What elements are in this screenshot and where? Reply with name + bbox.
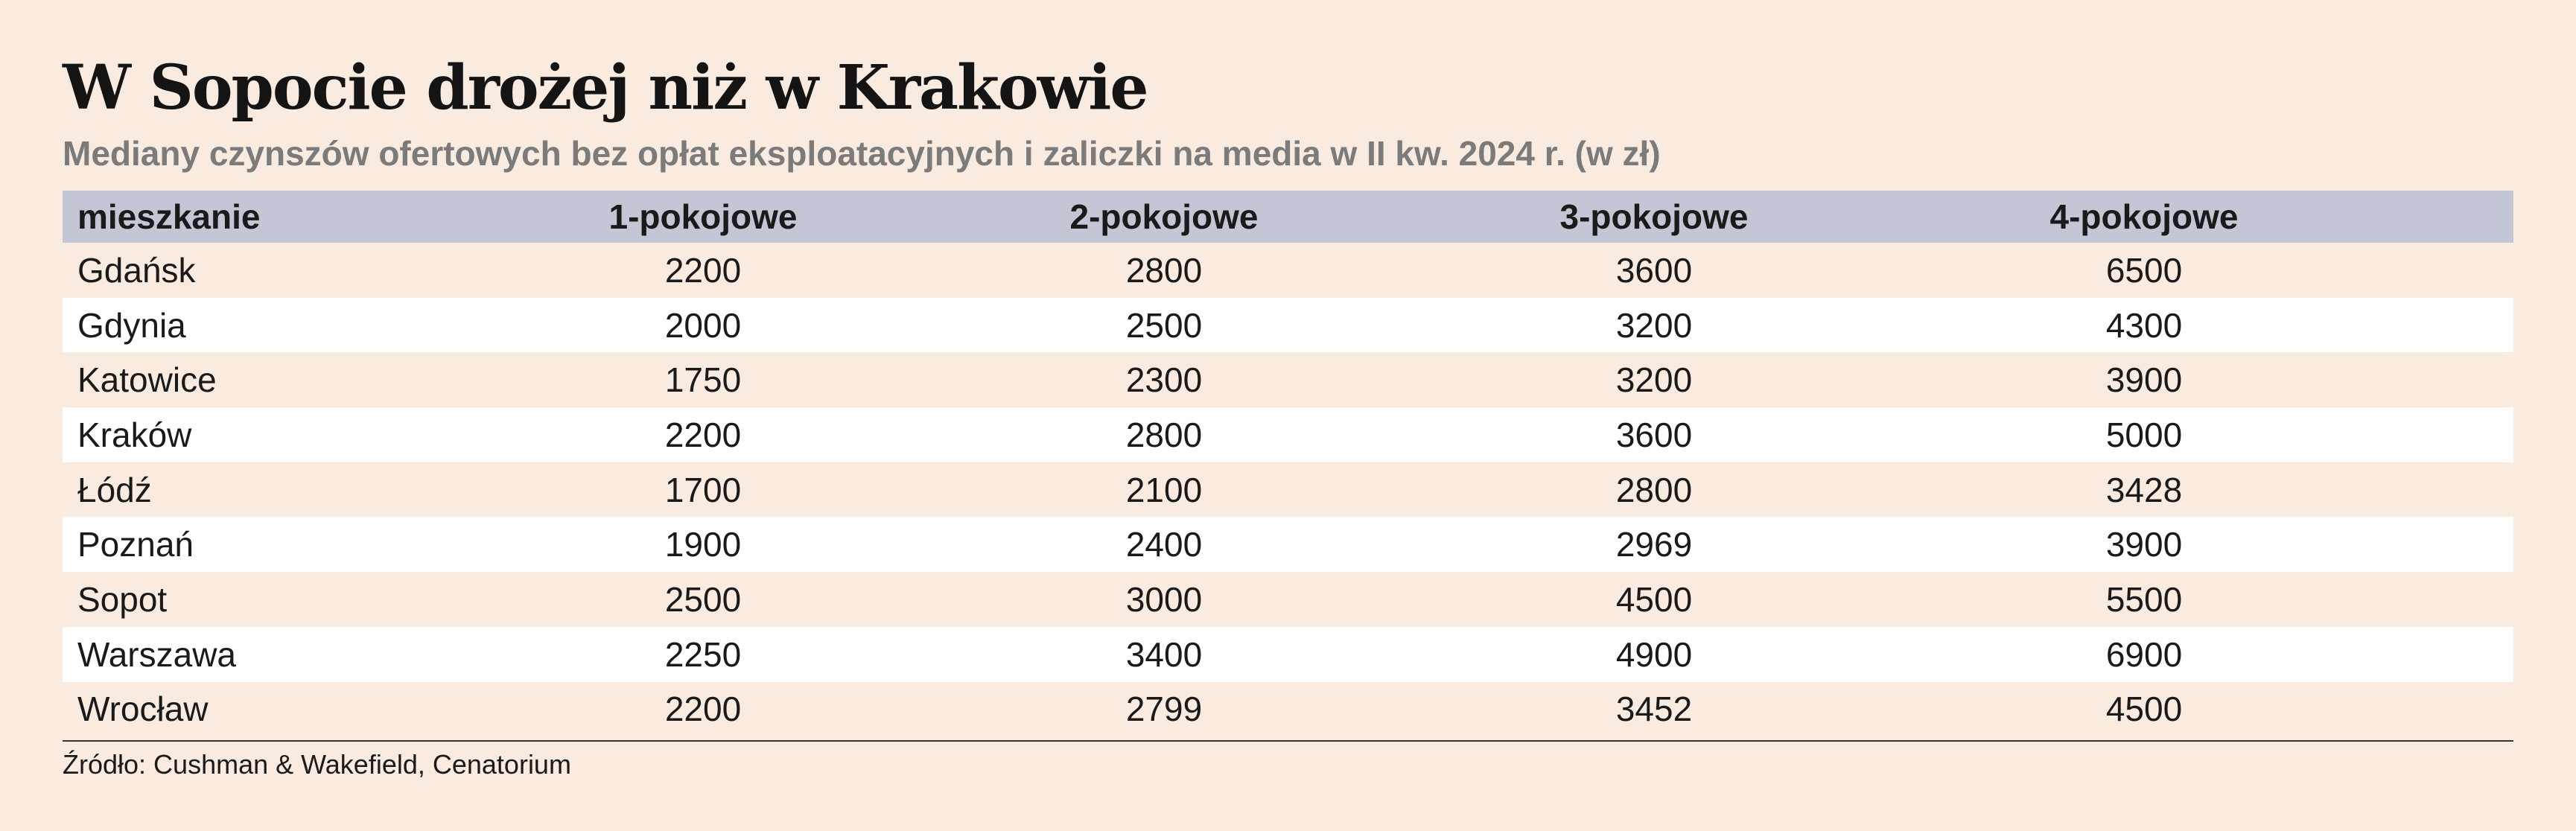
header-cell-3-pokojowe: 3-pokojowe [1559, 197, 1749, 236]
value-4-pokojowe-cell: 3428 [2105, 470, 2183, 509]
value-2-pokojowe-cell: 2300 [1125, 360, 1203, 400]
value-4-pokojowe-cell: 3900 [2105, 360, 2183, 400]
table-header-row: mieszkanie 1-pokojowe 2-pokojowe 3-pokoj… [63, 191, 2513, 243]
table-row: Gdynia 2000 2500 3200 4300 [63, 297, 2513, 353]
city-cell: Gdańsk [77, 250, 196, 290]
table-row: Sopot 2500 3000 4500 5500 [63, 572, 2513, 627]
value-4-pokojowe-cell: 4500 [2105, 690, 2183, 729]
value-2-pokojowe-cell: 2799 [1125, 690, 1203, 729]
value-1-pokojowe-cell: 2000 [664, 305, 742, 345]
value-4-pokojowe-cell: 6900 [2105, 634, 2183, 674]
table-row: Kraków 2200 2800 3600 5000 [63, 407, 2513, 462]
value-3-pokojowe-cell: 3600 [1615, 250, 1693, 290]
value-2-pokojowe-cell: 3400 [1125, 634, 1203, 674]
city-cell: Warszawa [77, 634, 236, 674]
value-3-pokojowe-cell: 3452 [1615, 690, 1693, 729]
table-bottom-rule [63, 740, 2513, 742]
table-row: Katowice 1750 2300 3200 3900 [63, 352, 2513, 408]
value-4-pokojowe-cell: 3900 [2105, 525, 2183, 564]
city-cell: Poznań [77, 525, 194, 564]
value-3-pokojowe-cell: 4500 [1615, 579, 1693, 619]
value-1-pokojowe-cell: 1700 [664, 470, 742, 509]
table-row: Łódź 1700 2100 2800 3428 [63, 462, 2513, 518]
city-cell: Wrocław [77, 690, 209, 729]
header-cell-2-pokojowe: 2-pokojowe [1069, 197, 1259, 236]
city-cell: Kraków [77, 415, 192, 454]
table-row: Warszawa 2250 3400 4900 6900 [63, 626, 2513, 682]
city-cell: Łódź [77, 470, 152, 509]
chart-subtitle: Mediany czynszów ofertowych bez opłat ek… [63, 134, 1661, 173]
city-cell: Sopot [77, 579, 168, 619]
city-cell: Katowice [77, 360, 217, 400]
value-4-pokojowe-cell: 5500 [2105, 579, 2183, 619]
rent-table: mieszkanie 1-pokojowe 2-pokojowe 3-pokoj… [63, 191, 2513, 737]
value-3-pokojowe-cell: 2800 [1615, 470, 1693, 509]
value-3-pokojowe-cell: 3200 [1615, 360, 1693, 400]
value-1-pokojowe-cell: 2200 [664, 690, 742, 729]
value-3-pokojowe-cell: 3200 [1615, 305, 1693, 345]
value-2-pokojowe-cell: 2100 [1125, 470, 1203, 509]
value-3-pokojowe-cell: 3600 [1615, 415, 1693, 454]
chart-title: W Sopocie drożej niż w Krakowie [63, 52, 1149, 124]
table-row: Poznań 1900 2400 2969 3900 [63, 517, 2513, 573]
value-1-pokojowe-cell: 1900 [664, 525, 742, 564]
value-3-pokojowe-cell: 2969 [1615, 525, 1693, 564]
source-note: Źródło: Cushman & Wakefield, Cenatorium [63, 749, 571, 780]
value-4-pokojowe-cell: 4300 [2105, 305, 2183, 345]
header-cell-4-pokojowe: 4-pokojowe [2049, 197, 2239, 236]
value-1-pokojowe-cell: 2200 [664, 415, 742, 454]
value-2-pokojowe-cell: 2800 [1125, 415, 1203, 454]
value-4-pokojowe-cell: 5000 [2105, 415, 2183, 454]
value-1-pokojowe-cell: 2200 [664, 250, 742, 290]
value-1-pokojowe-cell: 2500 [664, 579, 742, 619]
table-row: Gdańsk 2200 2800 3600 6500 [63, 243, 2513, 298]
table-row: Wrocław 2200 2799 3452 4500 [63, 681, 2513, 737]
value-4-pokojowe-cell: 6500 [2105, 250, 2183, 290]
header-cell-mieszkanie: mieszkanie [77, 197, 261, 236]
value-1-pokojowe-cell: 1750 [664, 360, 742, 400]
value-2-pokojowe-cell: 2500 [1125, 305, 1203, 345]
city-cell: Gdynia [77, 305, 186, 345]
value-2-pokojowe-cell: 3000 [1125, 579, 1203, 619]
value-1-pokojowe-cell: 2250 [664, 634, 742, 674]
header-cell-1-pokojowe: 1-pokojowe [608, 197, 798, 236]
value-2-pokojowe-cell: 2400 [1125, 525, 1203, 564]
table-body: Gdańsk 2200 2800 3600 6500 Gdynia 2000 2500 3200… [63, 243, 2513, 737]
value-3-pokojowe-cell: 4900 [1615, 634, 1693, 674]
value-2-pokojowe-cell: 2800 [1125, 250, 1203, 290]
